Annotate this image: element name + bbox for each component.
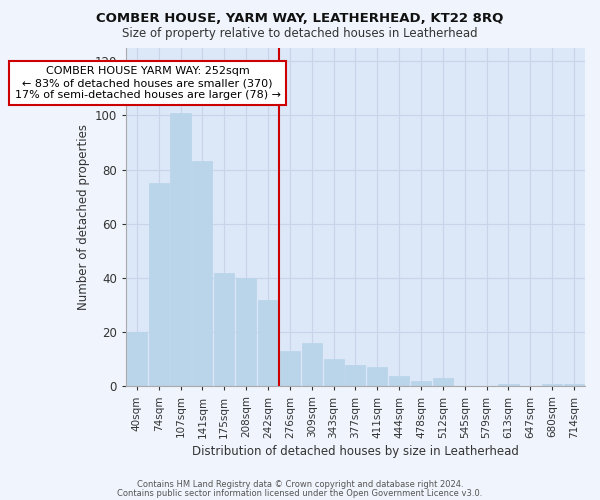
Bar: [214, 272, 235, 386]
Text: Size of property relative to detached houses in Leatherhead: Size of property relative to detached ho…: [122, 28, 478, 40]
Bar: [149, 183, 169, 386]
Bar: [170, 112, 191, 386]
Bar: [280, 351, 300, 386]
Bar: [258, 300, 278, 386]
Bar: [433, 378, 453, 386]
Bar: [346, 364, 365, 386]
Bar: [389, 376, 409, 386]
Bar: [542, 384, 562, 386]
Bar: [564, 384, 584, 386]
Bar: [411, 381, 431, 386]
Bar: [323, 360, 344, 386]
Bar: [236, 278, 256, 386]
X-axis label: Distribution of detached houses by size in Leatherhead: Distribution of detached houses by size …: [192, 444, 519, 458]
Y-axis label: Number of detached properties: Number of detached properties: [77, 124, 90, 310]
Text: COMBER HOUSE YARM WAY: 252sqm
← 83% of detached houses are smaller (370)
17% of : COMBER HOUSE YARM WAY: 252sqm ← 83% of d…: [15, 66, 281, 100]
Bar: [499, 384, 518, 386]
Text: Contains HM Land Registry data © Crown copyright and database right 2024.: Contains HM Land Registry data © Crown c…: [137, 480, 463, 489]
Text: Contains public sector information licensed under the Open Government Licence v3: Contains public sector information licen…: [118, 488, 482, 498]
Bar: [127, 332, 147, 386]
Bar: [302, 343, 322, 386]
Bar: [367, 368, 388, 386]
Text: COMBER HOUSE, YARM WAY, LEATHERHEAD, KT22 8RQ: COMBER HOUSE, YARM WAY, LEATHERHEAD, KT2…: [97, 12, 503, 26]
Bar: [193, 162, 212, 386]
